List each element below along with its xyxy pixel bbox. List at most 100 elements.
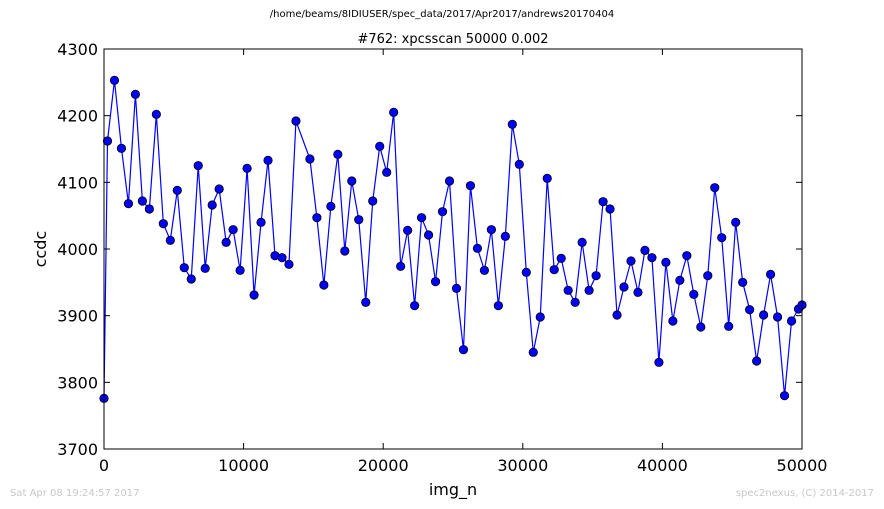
- data-point: [137, 196, 147, 206]
- data-point: [458, 345, 469, 355]
- data-point: [605, 204, 615, 214]
- x-tick-label: 10000: [218, 456, 269, 475]
- data-point: [151, 109, 161, 119]
- data-point: [507, 119, 517, 129]
- data-point: [675, 275, 685, 285]
- data-point: [221, 237, 231, 247]
- y-tick-label: 3700: [57, 440, 98, 459]
- series-layer: [99, 75, 807, 403]
- data-point: [612, 310, 622, 320]
- y-tick-label: 3800: [57, 373, 98, 392]
- file-path-title: /home/beams/8IDIUSER/spec_data/2017/Apr2…: [269, 9, 615, 20]
- data-point: [396, 261, 406, 271]
- data-point: [291, 116, 301, 126]
- data-point: [165, 235, 175, 245]
- data-point: [500, 231, 510, 241]
- data-point: [200, 263, 210, 273]
- data-point: [472, 243, 483, 253]
- data-point: [542, 173, 552, 183]
- data-point: [242, 163, 252, 173]
- data-point: [312, 213, 322, 223]
- data-point: [186, 274, 196, 284]
- data-point: [123, 199, 134, 209]
- x-tick-label: 30000: [497, 456, 548, 475]
- data-point: [786, 316, 797, 326]
- data-point: [640, 245, 650, 255]
- data-point: [521, 267, 531, 277]
- data-point: [598, 197, 608, 207]
- data-point: [375, 141, 385, 151]
- data-point: [410, 301, 420, 311]
- data-point: [745, 305, 755, 315]
- chart-title: #762: xpcsscan 50000 0.002: [357, 32, 548, 47]
- y-tick-label: 4000: [57, 240, 98, 259]
- data-point: [556, 253, 566, 263]
- series-line: [103, 80, 803, 399]
- x-tick-label: 0: [99, 456, 109, 475]
- data-point: [654, 357, 664, 367]
- data-point: [465, 181, 476, 191]
- data-point: [207, 200, 217, 210]
- data-point: [696, 322, 706, 332]
- data-point: [179, 263, 189, 273]
- data-point: [361, 297, 371, 307]
- data-point: [724, 321, 734, 331]
- data-point: [305, 154, 315, 164]
- x-axis-label: img_n: [429, 480, 477, 500]
- data-point: [277, 253, 287, 263]
- data-point: [682, 251, 692, 261]
- data-point: [514, 159, 524, 169]
- footer-credit: spec2nexus, (C) 2014-2017: [735, 488, 874, 499]
- data-point: [354, 215, 364, 225]
- data-point: [340, 246, 350, 256]
- data-point: [130, 89, 141, 99]
- data-point: [214, 184, 224, 194]
- data-point: [263, 155, 273, 165]
- y-axis-label: ccdc: [31, 231, 50, 268]
- plot-frame: [103, 48, 803, 450]
- data-point: [493, 301, 503, 311]
- data-point: [577, 237, 587, 247]
- data-point: [451, 283, 462, 293]
- data-point: [403, 225, 413, 235]
- data-point: [416, 213, 427, 223]
- data-point: [647, 253, 657, 263]
- x-tick-label: 40000: [637, 456, 688, 475]
- data-point: [528, 347, 538, 357]
- data-point: [326, 201, 336, 211]
- y-tick-label: 3900: [57, 307, 98, 326]
- data-point: [717, 233, 727, 243]
- x-tick-label: 20000: [358, 456, 409, 475]
- data-point: [319, 280, 329, 290]
- data-point: [584, 285, 594, 295]
- y-tick-label: 4300: [57, 40, 98, 59]
- data-point: [619, 282, 629, 292]
- y-tick-label: 4200: [57, 107, 98, 126]
- data-point: [389, 107, 399, 117]
- data-point: [256, 217, 266, 227]
- data-point: [102, 136, 113, 146]
- data-point: [661, 257, 671, 267]
- data-point: [430, 277, 441, 287]
- data-point: [563, 285, 573, 295]
- data-point: [570, 297, 580, 307]
- data-point: [172, 185, 182, 195]
- data-point: [284, 259, 294, 269]
- data-point: [193, 161, 203, 171]
- data-point: [116, 143, 127, 153]
- data-point: [731, 217, 741, 227]
- data-point: [752, 356, 762, 366]
- data-point: [703, 271, 713, 281]
- data-point: [437, 207, 448, 217]
- data-point: [759, 310, 769, 320]
- y-tick-label: 4100: [57, 173, 98, 192]
- data-point: [591, 271, 601, 281]
- data-point: [689, 289, 699, 299]
- data-point: [626, 256, 636, 266]
- data-point: [235, 265, 245, 275]
- data-point: [144, 204, 154, 214]
- data-point: [249, 290, 259, 300]
- data-point: [765, 269, 776, 279]
- data-point: [479, 265, 490, 275]
